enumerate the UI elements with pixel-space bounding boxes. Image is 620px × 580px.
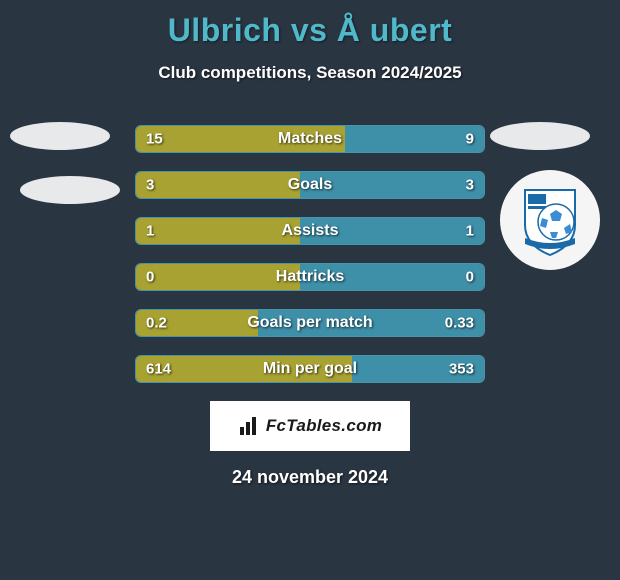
stat-label: Goals per match <box>247 314 372 332</box>
stat-value-right: 0 <box>466 269 474 286</box>
stat-value-left: 3 <box>146 177 154 194</box>
stat-value-right: 0.33 <box>445 315 474 332</box>
page-title: Ulbrich vs Å ubert <box>0 0 620 49</box>
stat-value-right: 1 <box>466 223 474 240</box>
stat-row: 15 9 Matches <box>135 125 485 153</box>
stat-label: Matches <box>278 130 342 148</box>
stat-value-left: 614 <box>146 361 171 378</box>
stat-value-right: 9 <box>466 131 474 148</box>
stat-label: Hattricks <box>276 268 344 286</box>
stat-row: 1 1 Assists <box>135 217 485 245</box>
stat-label: Min per goal <box>263 360 357 378</box>
stats-container: 15 9 Matches 3 3 Goals 1 1 Assists 0 0 Hattricks 0.2… <box>135 125 485 383</box>
player-avatar-placeholder <box>490 122 590 150</box>
stat-bar-left <box>136 218 300 244</box>
stat-row: 0 0 Hattricks <box>135 263 485 291</box>
stat-label: Assists <box>282 222 339 240</box>
bars-icon <box>238 415 260 437</box>
stat-value-right: 353 <box>449 361 474 378</box>
stat-row: 614 353 Min per goal <box>135 355 485 383</box>
club-badge <box>500 170 600 270</box>
player-avatar-placeholder <box>10 122 110 150</box>
stat-row: 3 3 Goals <box>135 171 485 199</box>
branding-badge: FcTables.com <box>210 401 410 451</box>
subtitle: Club competitions, Season 2024/2025 <box>0 63 620 83</box>
stat-value-left: 15 <box>146 131 163 148</box>
branding-text: FcTables.com <box>266 416 382 436</box>
stat-value-left: 0 <box>146 269 154 286</box>
date-label: 24 november 2024 <box>0 467 620 488</box>
stat-label: Goals <box>288 176 332 194</box>
stat-value-left: 0.2 <box>146 315 167 332</box>
stat-row: 0.2 0.33 Goals per match <box>135 309 485 337</box>
stat-bar-left <box>136 172 300 198</box>
stat-value-left: 1 <box>146 223 154 240</box>
stat-value-right: 3 <box>466 177 474 194</box>
stat-bar-right <box>345 126 484 152</box>
player-avatar-placeholder <box>20 176 120 204</box>
club-crest-icon <box>510 180 590 260</box>
